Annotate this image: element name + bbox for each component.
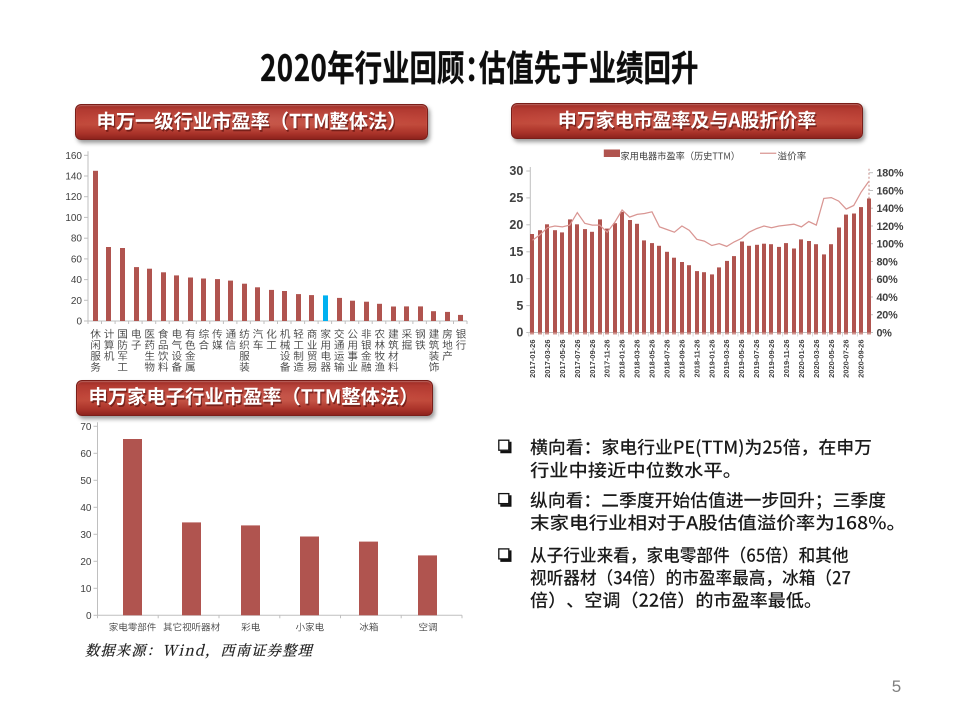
svg-text:0: 0 bbox=[76, 317, 82, 328]
svg-text:2018-07-26: 2018-07-26 bbox=[662, 340, 671, 378]
svg-text:2018-11-26: 2018-11-26 bbox=[692, 340, 701, 378]
svg-text:2019-03-26: 2019-03-26 bbox=[722, 340, 731, 378]
svg-text:2020-09-26: 2020-09-26 bbox=[857, 340, 866, 378]
svg-text:2019-11-26: 2019-11-26 bbox=[782, 340, 791, 378]
svg-text:25: 25 bbox=[509, 191, 523, 205]
svg-text:60%: 60% bbox=[877, 274, 899, 286]
svg-text:2020-03-26: 2020-03-26 bbox=[812, 340, 821, 378]
svg-text:20: 20 bbox=[509, 218, 523, 232]
svg-text:2019-09-26: 2019-09-26 bbox=[767, 340, 776, 378]
svg-text:2018-03-26: 2018-03-26 bbox=[633, 340, 642, 378]
svg-text:40: 40 bbox=[71, 275, 83, 286]
svg-text:2018-09-26: 2018-09-26 bbox=[677, 340, 686, 378]
svg-text:2017-03-26: 2017-03-26 bbox=[543, 340, 552, 378]
svg-text:2017-11-26: 2017-11-26 bbox=[603, 340, 612, 378]
svg-text:2017-01-26: 2017-01-26 bbox=[528, 340, 537, 378]
svg-text:30: 30 bbox=[80, 530, 92, 541]
svg-text:50: 50 bbox=[80, 476, 92, 487]
svg-text:120%: 120% bbox=[877, 221, 904, 233]
svg-text:0: 0 bbox=[516, 326, 523, 340]
svg-text:30: 30 bbox=[509, 164, 523, 178]
svg-text:100%: 100% bbox=[877, 239, 904, 251]
svg-text:60: 60 bbox=[80, 449, 92, 460]
svg-text:0: 0 bbox=[86, 611, 92, 622]
svg-text:2018-05-26: 2018-05-26 bbox=[648, 340, 657, 378]
svg-text:180%: 180% bbox=[877, 168, 904, 180]
svg-text:20%: 20% bbox=[877, 310, 899, 322]
svg-text:20: 20 bbox=[71, 296, 83, 307]
svg-text:160: 160 bbox=[65, 151, 82, 162]
svg-text:15: 15 bbox=[509, 245, 523, 259]
svg-text:160%: 160% bbox=[877, 186, 904, 198]
svg-text:2020-05-26: 2020-05-26 bbox=[827, 340, 836, 378]
svg-text:40: 40 bbox=[80, 503, 92, 514]
svg-text:5: 5 bbox=[892, 677, 901, 696]
svg-text:2017-05-26: 2017-05-26 bbox=[558, 340, 567, 378]
svg-text:80: 80 bbox=[71, 234, 83, 245]
svg-text:100: 100 bbox=[65, 213, 82, 224]
svg-text:2019-01-26: 2019-01-26 bbox=[707, 340, 716, 378]
svg-text:2019-07-26: 2019-07-26 bbox=[752, 340, 761, 378]
svg-text:2019-05-26: 2019-05-26 bbox=[737, 340, 746, 378]
svg-text:40%: 40% bbox=[877, 292, 899, 304]
svg-text:60: 60 bbox=[71, 254, 83, 265]
svg-text:80%: 80% bbox=[877, 257, 899, 269]
svg-text:5: 5 bbox=[516, 299, 523, 313]
svg-text:2020-01-26: 2020-01-26 bbox=[797, 340, 806, 378]
svg-text:0%: 0% bbox=[877, 328, 893, 340]
svg-text:20: 20 bbox=[80, 557, 92, 568]
svg-text:2018-01-26: 2018-01-26 bbox=[618, 340, 627, 378]
svg-text:10: 10 bbox=[80, 584, 92, 595]
svg-text:10: 10 bbox=[509, 272, 523, 286]
svg-text:70: 70 bbox=[80, 422, 92, 433]
svg-text:140: 140 bbox=[65, 172, 82, 183]
svg-text:120: 120 bbox=[65, 192, 82, 203]
svg-text:2017-07-26: 2017-07-26 bbox=[573, 340, 582, 378]
svg-text:2020-07-26: 2020-07-26 bbox=[842, 340, 851, 378]
svg-text:140%: 140% bbox=[877, 203, 904, 215]
svg-text:2017-09-26: 2017-09-26 bbox=[588, 340, 597, 378]
